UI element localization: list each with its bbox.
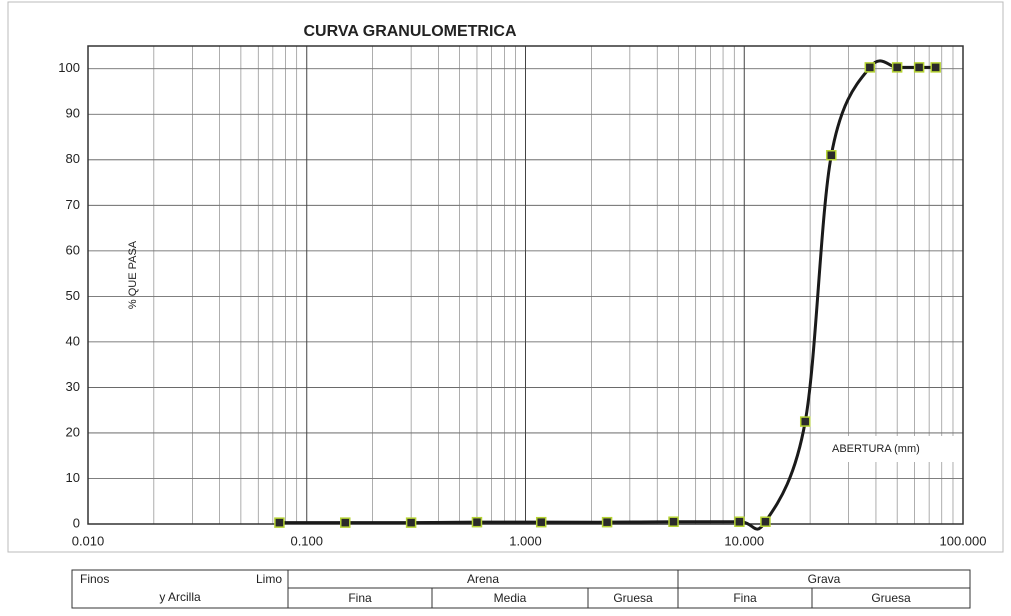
chart-frame (7, 1, 1004, 553)
point (799, 416, 811, 427)
point (405, 517, 417, 528)
table-cell: Fina (348, 591, 372, 605)
plot-area (87, 45, 964, 525)
annotation: ABERTURA (mm) (832, 443, 920, 455)
table-border (71, 569, 971, 609)
y-tick-label: 70 (66, 197, 80, 212)
class-table (71, 569, 971, 609)
y-tick-label: 10 (66, 470, 80, 485)
table-cell: Fina (733, 591, 757, 605)
point (760, 516, 771, 527)
y-tick-label: 50 (66, 288, 80, 303)
curve (279, 59, 936, 531)
x-tick-label: 100.000 (940, 533, 987, 548)
y-tick-label: 0 (73, 515, 80, 530)
table-cell: Arena (467, 572, 499, 586)
point (471, 516, 483, 528)
point (891, 62, 903, 73)
point (274, 517, 285, 528)
y-tick-label: 90 (66, 106, 80, 121)
point (734, 516, 745, 527)
table-cell: Gruesa (871, 591, 911, 605)
point (913, 62, 925, 73)
table-cell: Gruesa (613, 591, 653, 605)
chart-title: CURVA GRANULOMETRICA (303, 23, 516, 40)
x-tick-label: 10.000 (724, 533, 764, 548)
y-tick-label: 20 (66, 424, 80, 439)
y-tick-label: 80 (66, 151, 80, 166)
point (340, 517, 351, 528)
y-tick-label: 60 (66, 242, 80, 257)
x-tick-label: 1.000 (509, 533, 542, 548)
annotation-box (828, 436, 960, 462)
y-tick-label: 30 (66, 379, 80, 394)
table-cell: Grava (808, 572, 841, 586)
table-cell: Limo (256, 572, 282, 586)
point (864, 62, 876, 73)
x-tick-label: 0.010 (72, 533, 105, 548)
table-cell: Media (494, 591, 527, 605)
x-tick-label: 0.100 (290, 533, 323, 548)
point (930, 62, 941, 73)
table-cell: Finos (80, 572, 109, 586)
point (826, 150, 837, 161)
point (601, 516, 613, 528)
y-axis-label: % QUE PASA (127, 240, 139, 309)
y-tick-label: 40 (66, 333, 80, 348)
table-cell: y Arcilla (159, 590, 201, 604)
point (668, 516, 679, 527)
point (535, 516, 547, 528)
y-tick-label: 100 (58, 60, 80, 75)
